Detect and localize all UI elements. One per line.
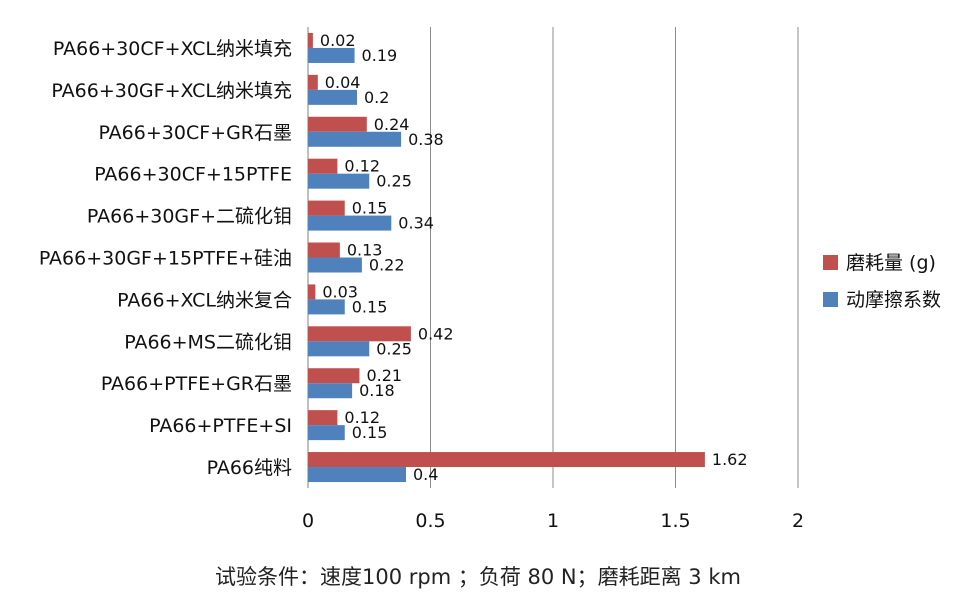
category-label: PA66+MS二硫化钼 bbox=[124, 331, 292, 353]
bar-wear bbox=[308, 158, 338, 174]
bar-wear bbox=[308, 368, 360, 384]
category-label: PA66+30CF+GR石墨 bbox=[98, 122, 292, 144]
x-tick-label: 0.5 bbox=[415, 510, 445, 532]
bar-friction bbox=[308, 425, 345, 441]
x-axis-ticks: 0 0.5 1 1.5 2 bbox=[302, 510, 804, 532]
x-tick-label: 1.5 bbox=[660, 510, 690, 532]
category-label: PA66+30GF+15PTFE+硅油 bbox=[39, 248, 292, 270]
bar-friction bbox=[308, 467, 406, 483]
category-label: PA66+30CF+XCL纳米填充 bbox=[53, 38, 292, 60]
data-label-wear: 0.12 bbox=[344, 157, 380, 176]
data-label-wear: 0.24 bbox=[374, 115, 410, 134]
data-label-friction: 0.34 bbox=[398, 214, 434, 233]
bar-wear bbox=[308, 452, 705, 468]
bar-wear bbox=[308, 410, 338, 426]
bar-friction bbox=[308, 173, 370, 189]
legend-label-wear: 磨耗量 (g) bbox=[846, 252, 936, 274]
data-label-wear: 0.03 bbox=[322, 282, 358, 301]
chart-caption: 试验条件：速度100 rpm ；负荷 80 N；磨耗距离 3 km bbox=[215, 565, 741, 589]
category-label: PA66+30GF+二硫化钼 bbox=[87, 206, 292, 228]
category-label: PA66+30CF+15PTFE bbox=[94, 164, 292, 186]
data-label-friction: 0.25 bbox=[376, 172, 412, 191]
bar-wear bbox=[308, 116, 367, 132]
data-label-friction: 0.18 bbox=[359, 381, 395, 400]
legend-swatch-friction bbox=[823, 292, 838, 307]
bar-wear bbox=[308, 326, 411, 342]
data-label-wear: 0.21 bbox=[366, 366, 402, 385]
category-label: PA66+30GF+XCL纳米填充 bbox=[51, 80, 292, 102]
legend-swatch-wear bbox=[823, 255, 838, 270]
data-label-friction: 0.4 bbox=[413, 465, 438, 484]
bars: 0.020.190.040.20.240.380.120.250.150.340… bbox=[308, 31, 748, 484]
category-label: PA66+PTFE+GR石墨 bbox=[101, 373, 292, 395]
data-label-wear: 0.02 bbox=[320, 31, 356, 50]
data-label-friction: 0.38 bbox=[408, 130, 444, 149]
x-tick-label: 2 bbox=[792, 510, 804, 532]
data-label-friction: 0.25 bbox=[376, 339, 412, 358]
data-label-friction: 0.19 bbox=[362, 46, 398, 65]
bar-friction bbox=[308, 341, 370, 357]
data-label-wear: 0.15 bbox=[352, 199, 388, 218]
category-labels: PA66+30CF+XCL纳米填充 PA66+30GF+XCL纳米填充 PA66+3… bbox=[39, 38, 292, 479]
category-label: PA66+PTFE+SI bbox=[149, 415, 292, 437]
data-label-wear: 0.12 bbox=[344, 408, 380, 427]
data-label-friction: 0.2 bbox=[364, 88, 389, 107]
x-tick-label: 0 bbox=[302, 510, 314, 532]
bar-friction bbox=[308, 47, 355, 63]
data-label-wear: 0.13 bbox=[347, 241, 383, 260]
bar-wear bbox=[308, 32, 313, 48]
bar-friction bbox=[308, 89, 357, 105]
data-label-wear: 0.42 bbox=[418, 324, 454, 343]
bar-wear bbox=[308, 284, 316, 300]
data-label-friction: 0.15 bbox=[352, 423, 388, 442]
bar-friction bbox=[308, 215, 392, 231]
bar-friction bbox=[308, 257, 362, 273]
x-tick-label: 1 bbox=[547, 510, 559, 532]
data-label-wear: 1.62 bbox=[712, 450, 748, 469]
bar-wear bbox=[308, 200, 345, 216]
data-label-friction: 0.15 bbox=[352, 297, 388, 316]
bar-friction bbox=[308, 383, 353, 399]
category-label: PA66纯料 bbox=[207, 457, 292, 479]
legend-label-friction: 动摩擦系数 bbox=[846, 289, 941, 311]
bar-friction bbox=[308, 131, 402, 147]
bar-wear bbox=[308, 74, 318, 90]
legend: 磨耗量 (g) 动摩擦系数 bbox=[823, 252, 941, 311]
category-label: PA66+XCL纳米复合 bbox=[117, 289, 292, 311]
data-label-wear: 0.04 bbox=[325, 73, 361, 92]
bar-wear bbox=[308, 242, 340, 258]
data-label-friction: 0.22 bbox=[369, 256, 405, 275]
bar-friction bbox=[308, 299, 345, 315]
